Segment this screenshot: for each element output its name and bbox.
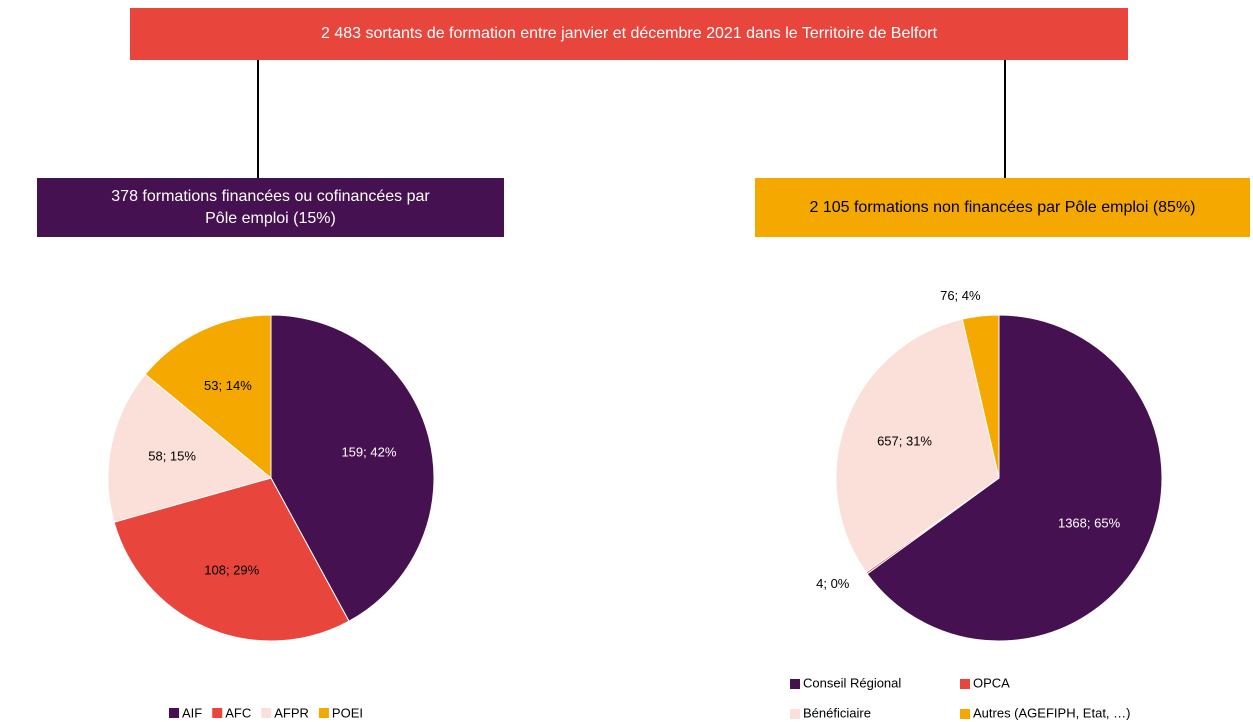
- pie-slice: [270, 314, 435, 622]
- data-label: 159; 42%: [341, 445, 396, 460]
- data-label: 1368; 65%: [1058, 515, 1121, 530]
- legend-swatch: [790, 679, 800, 689]
- legend-swatch: [318, 708, 329, 718]
- legend-swatch: [790, 709, 800, 719]
- legend-label: Autres (AGEFIPH, Etat, …): [973, 705, 1130, 720]
- legend-label: Bénéficiaire: [803, 705, 871, 720]
- pie-slice: [866, 314, 1163, 642]
- data-label: 108; 29%: [204, 563, 259, 578]
- legend-label: POEI: [332, 705, 363, 720]
- legend-swatch: [261, 708, 272, 718]
- header-title: 2 483 sortants de formation entre janvie…: [320, 25, 938, 42]
- legend-label: AFPR: [274, 705, 309, 720]
- left-box: 378 formations financées ou cofinancées …: [37, 178, 504, 237]
- pie-slice: [961, 314, 1000, 479]
- legend-label: AIF: [182, 705, 202, 720]
- pie-slice: [144, 314, 272, 480]
- legend-swatch: [960, 709, 970, 719]
- data-label: 58; 15%: [148, 449, 196, 464]
- pie-slice: [113, 477, 350, 642]
- right-title: 2 105 formations non financées par Pôle …: [809, 198, 1196, 216]
- left-title: 378 formations financées ou cofinancées …: [111, 187, 430, 227]
- legend-swatch: [960, 679, 970, 689]
- pie-slice: [107, 373, 273, 523]
- legend-label: Conseil Régional: [803, 675, 901, 690]
- data-label: 76; 4%: [940, 288, 981, 303]
- data-label: 657; 31%: [877, 434, 932, 449]
- legend-label: OPCA: [973, 675, 1010, 690]
- data-label: 4; 0%: [816, 576, 850, 591]
- data-label: 53; 14%: [204, 378, 252, 393]
- right-box: 2 105 formations non financées par Pôle …: [755, 178, 1250, 237]
- pie-slice: [835, 318, 1000, 574]
- legend-label: AFC: [225, 705, 251, 720]
- legend-swatch: [212, 708, 223, 718]
- header-box: 2 483 sortants de formation entre janvie…: [130, 8, 1128, 60]
- legend-swatch: [169, 708, 180, 718]
